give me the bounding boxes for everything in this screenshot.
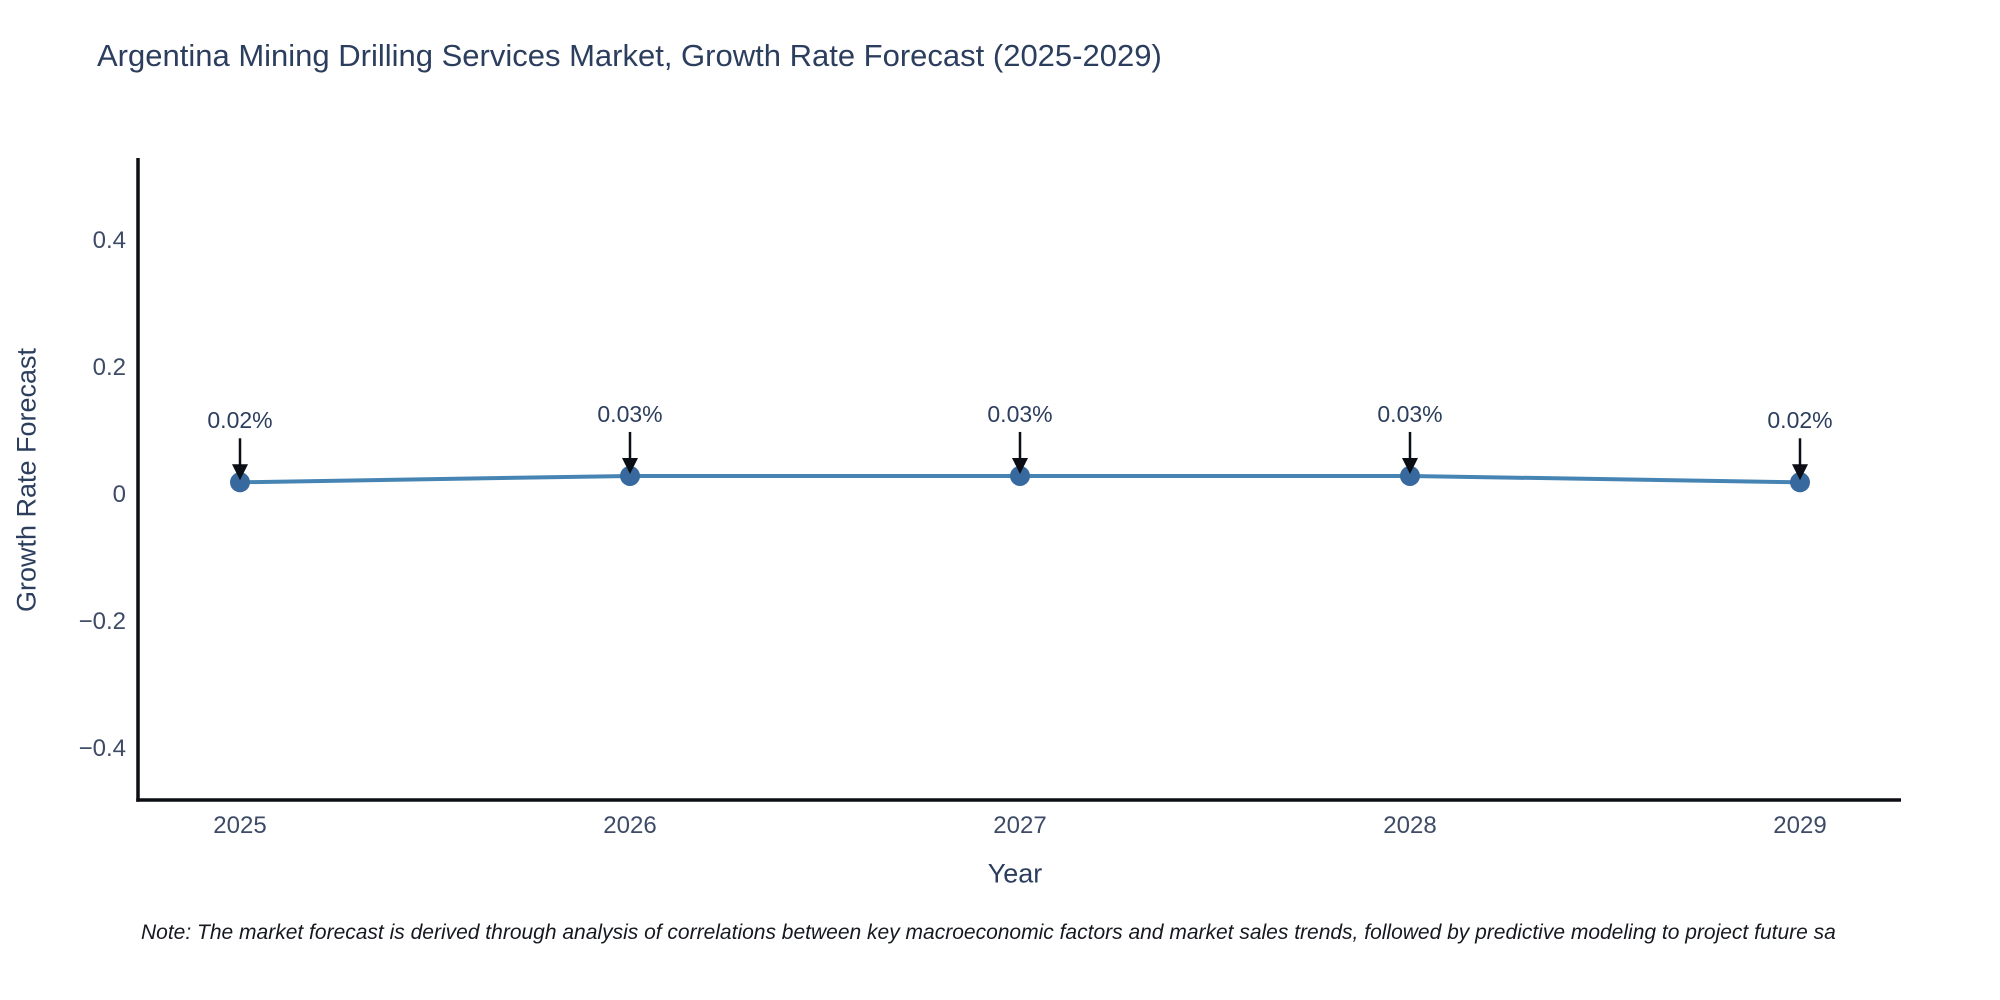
data-point-marker <box>1400 465 1420 486</box>
point-label: 0.03% <box>1377 400 1443 427</box>
x-axis-title: Year <box>987 858 1043 889</box>
annotation-arrowhead <box>232 464 248 481</box>
y-tick-label: 0.4 <box>92 227 126 254</box>
footnote: Note: The market forecast is derived thr… <box>141 921 1836 944</box>
annotation-arrowhead <box>1792 464 1808 481</box>
annotation-arrowhead <box>1402 457 1418 474</box>
point-label: 0.02% <box>207 407 273 434</box>
point-label: 0.02% <box>1767 407 1833 434</box>
y-tick-label: 0.2 <box>92 354 126 381</box>
chart-title: Argentina Mining Drilling Services Marke… <box>97 38 1162 73</box>
x-tick-label: 2028 <box>1383 812 1437 839</box>
x-tick-label: 2026 <box>603 812 657 839</box>
x-tick-label: 2029 <box>1773 812 1827 839</box>
y-tick-label: 0 <box>112 481 126 508</box>
data-point-marker <box>1010 465 1030 486</box>
data-point-marker <box>620 465 640 486</box>
data-point-marker <box>1790 472 1810 493</box>
y-tick-label: −0.4 <box>78 735 126 762</box>
x-tick-label: 2025 <box>213 812 267 839</box>
x-tick-label: 2027 <box>993 812 1047 839</box>
annotation-arrowhead <box>622 457 638 474</box>
y-tick-label: −0.2 <box>78 608 126 635</box>
point-label: 0.03% <box>987 400 1053 427</box>
data-point-marker <box>230 472 250 493</box>
annotation-arrowhead <box>1012 457 1028 474</box>
point-label: 0.03% <box>597 400 663 427</box>
